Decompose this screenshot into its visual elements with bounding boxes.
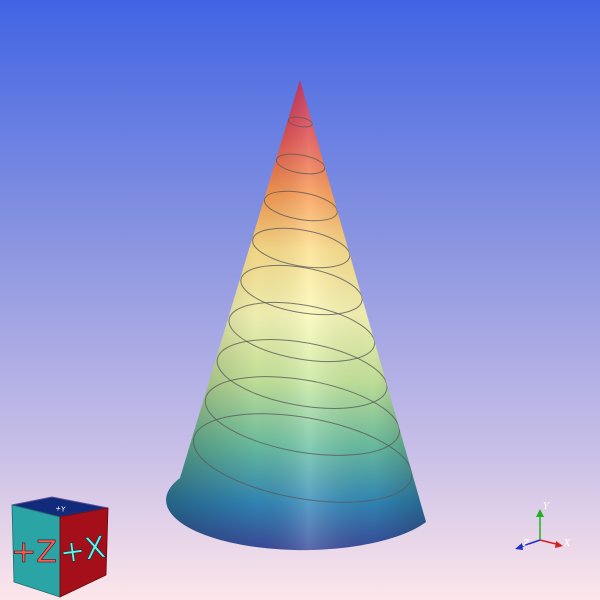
x-axis-label: X <box>563 539 571 549</box>
cube-top-label: +Y <box>55 504 67 513</box>
contour-ring <box>216 339 388 409</box>
cone-shading <box>166 80 426 551</box>
contour-ring <box>263 190 338 222</box>
contour-ring <box>204 376 401 456</box>
cube-front-label: +Z <box>11 535 57 570</box>
x-axis-arrowhead <box>555 541 563 548</box>
contour-ring <box>240 264 363 316</box>
y-axis-arrowhead <box>536 509 544 517</box>
cone-surface[interactable] <box>166 80 426 551</box>
contour-ring <box>275 153 326 175</box>
contour-ring <box>192 413 413 503</box>
y-axis-label: Y <box>543 502 550 512</box>
orientation-cube[interactable]: +Y +Z +X <box>11 496 109 598</box>
axes-triad: X Y Z <box>515 502 571 550</box>
cube-right-face[interactable] <box>59 507 109 598</box>
z-axis-arrowhead <box>515 543 523 550</box>
contour-lines <box>192 116 413 503</box>
cube-right-label: +X <box>58 530 108 571</box>
contour-ring <box>228 301 376 363</box>
z-axis-label: Z <box>522 539 530 549</box>
contour-ring <box>252 227 351 269</box>
contour-ring <box>287 116 313 128</box>
z-axis-line <box>519 539 541 548</box>
